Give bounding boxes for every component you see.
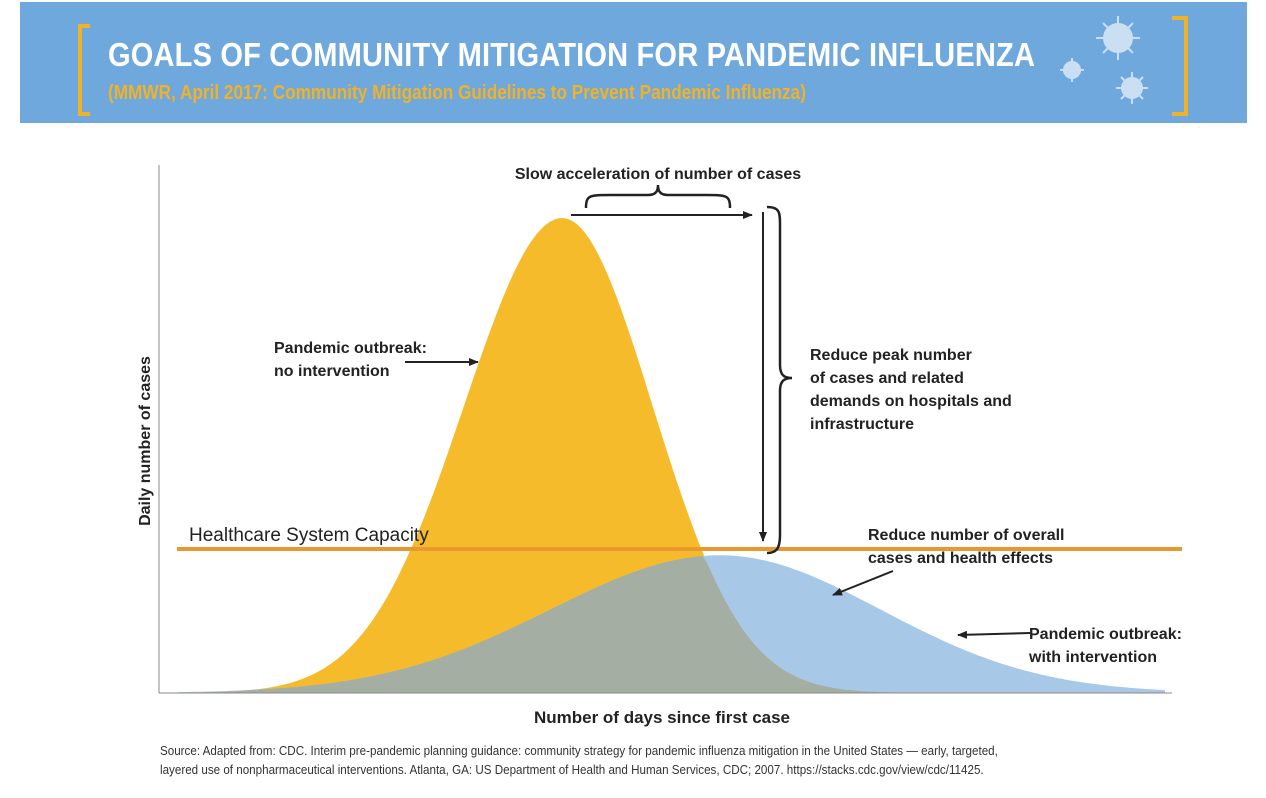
series-overlap-area [177, 556, 1165, 693]
with-intervention-arrow [957, 630, 1031, 639]
reduce-peak-label-4: infrastructure [810, 416, 914, 433]
reduce-overall-label-1: Reduce number of overall [868, 527, 1065, 544]
x-axis-label: Number of days since first case [534, 708, 790, 727]
banner-background [20, 2, 1247, 123]
reduce-overall-label-2: cases and health effects [868, 550, 1053, 567]
no-intervention-label-2: no intervention [274, 363, 390, 380]
banner-title: GOALS OF COMMUNITY MITIGATION FOR PANDEM… [108, 36, 1036, 73]
epidemic-curve-chart: Healthcare System Capacity Number of day… [137, 165, 1182, 727]
virus-icon [1060, 16, 1148, 104]
series-no-intervention-area [177, 218, 1165, 693]
reduce-peak-brace [766, 205, 793, 555]
y-axis-label: Daily number of cases [137, 356, 154, 526]
no-intervention-label-1: Pandemic outbreak: [274, 340, 427, 357]
source-citation: Source: Adapted from: CDC. Interim pre-p… [160, 742, 1146, 780]
slow-acceleration-brace [584, 184, 732, 209]
with-intervention-label-1: Pandemic outbreak: [1029, 626, 1182, 643]
capacity-label: Healthcare System Capacity [189, 525, 429, 546]
reduce-peak-label-2: of cases and related [810, 370, 964, 387]
right-bracket [1172, 16, 1188, 116]
with-intervention-label-2: with intervention [1028, 649, 1157, 666]
reduce-peak-label-3: demands on hospitals and [810, 393, 1012, 410]
source-line-2: layered use of nonpharmaceutical interve… [160, 763, 984, 777]
reduce-peak-label-1: Reduce peak number [810, 347, 972, 364]
left-bracket [78, 24, 90, 116]
source-line-1: Source: Adapted from: CDC. Interim pre-p… [160, 744, 998, 758]
banner-subtitle: (MMWR, April 2017: Community Mitigation … [108, 82, 806, 104]
slow-acceleration-label: Slow acceleration of number of cases [515, 166, 801, 183]
reduce-overall-arrow [832, 570, 894, 596]
header-banner: GOALS OF COMMUNITY MITIGATION FOR PANDEM… [20, 2, 1247, 123]
